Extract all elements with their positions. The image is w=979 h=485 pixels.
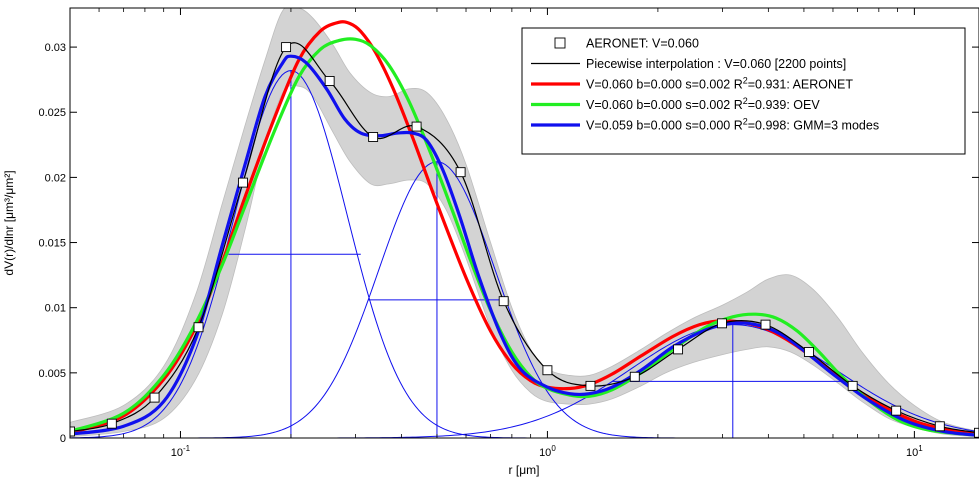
y-tick-label: 0.03 [45, 42, 66, 54]
y-tick-label: 0.005 [38, 368, 66, 380]
y-tick-label: 0.015 [38, 238, 66, 250]
aeronet-marker [761, 320, 770, 329]
aeronet-marker [150, 393, 159, 402]
y-tick-label: 0.025 [38, 107, 66, 119]
aeronet-marker [892, 406, 901, 415]
aeronet-marker [238, 178, 247, 187]
y-tick-label: 0.02 [45, 172, 66, 184]
aeronet-marker [456, 168, 465, 177]
aeronet-marker [674, 345, 683, 354]
x-tick-label: 101 [906, 444, 923, 459]
aeronet-marker [848, 381, 857, 390]
legend-entry-4: V=0.059 b=0.000 s=0.000 R2=0.998: GMM=3 … [586, 117, 879, 133]
y-tick-label: 0.01 [45, 303, 66, 315]
legend-entry-3: V=0.060 b=0.000 s=0.002 R2=0.939: OEV [586, 96, 820, 112]
legend: AERONET: V=0.060 Piecewise interpolation … [522, 28, 965, 154]
aeronet-marker [804, 348, 813, 357]
x-axis-label: r [μm] [509, 463, 540, 477]
aeronet-marker [935, 422, 944, 431]
aeronet-marker [586, 381, 595, 390]
aeronet-marker [194, 323, 203, 332]
aeronet-marker [717, 319, 726, 328]
legend-swatch-0 [555, 38, 565, 48]
aeronet-marker [107, 419, 116, 428]
y-axis-label: dV(r)/dlnr [μm³/μm²] [2, 170, 16, 275]
aeronet-marker [282, 43, 291, 52]
aeronet-marker [369, 133, 378, 142]
aeronet-marker [630, 372, 639, 381]
legend-entry-0: AERONET: V=0.060 [586, 37, 699, 51]
aeronet-marker [499, 297, 508, 306]
aeronet-marker [975, 428, 979, 437]
x-tick-label: 10-1 [171, 444, 191, 459]
aeronet-marker [543, 366, 552, 375]
legend-entry-2: V=0.060 b=0.000 s=0.002 R2=0.931: AERONE… [586, 76, 853, 92]
aeronet-marker [412, 122, 421, 131]
x-tick-label: 100 [539, 444, 556, 459]
legend-entry-1: Piecewise interpolation : V=0.060 [2200 … [586, 57, 846, 71]
y-tick-label: 0 [60, 433, 66, 445]
aeronet-marker [325, 76, 334, 85]
